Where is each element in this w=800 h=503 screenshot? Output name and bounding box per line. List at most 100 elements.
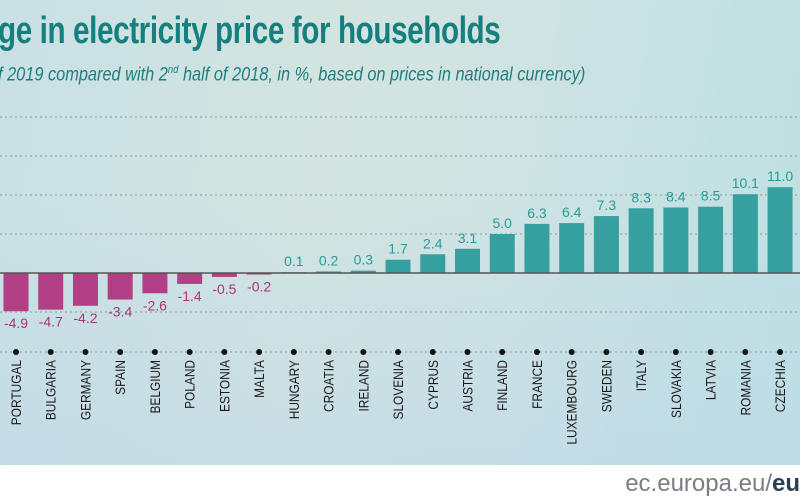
chart-title: ge in electricity price for households xyxy=(0,10,501,52)
category-label: HUNGARY xyxy=(286,360,302,420)
bar xyxy=(38,273,64,310)
category-label: SLOVENIA xyxy=(390,360,406,420)
category-dot xyxy=(742,349,749,355)
data-label: 6.4 xyxy=(562,204,582,220)
bar xyxy=(628,208,654,273)
data-label: 0.2 xyxy=(319,252,339,268)
category-label: ROMANIA xyxy=(737,360,753,416)
category-label: ESTONIA xyxy=(216,360,232,412)
category-dot xyxy=(47,349,54,355)
category-dot xyxy=(499,349,506,355)
category-dot xyxy=(82,349,89,355)
bar xyxy=(489,234,515,273)
category-dot xyxy=(777,349,784,355)
category-dot xyxy=(290,349,297,355)
source-url-text: ec.europa.eu/ xyxy=(625,470,772,497)
data-label: -0.2 xyxy=(247,279,271,295)
category-dot xyxy=(395,349,402,355)
category-label: FRANCE xyxy=(529,360,545,409)
data-label: 8.4 xyxy=(666,188,686,204)
category-label: ITALY xyxy=(633,360,649,392)
bar xyxy=(663,207,689,273)
category-dot xyxy=(533,349,540,355)
data-label: 1.7 xyxy=(388,241,408,257)
category-label: BELGIUM xyxy=(147,360,163,414)
category-label: PORTUGAL xyxy=(8,360,24,425)
category-label: GERMANY xyxy=(78,360,94,420)
bar xyxy=(454,248,480,273)
category-dot xyxy=(256,349,263,355)
bar xyxy=(767,187,793,273)
category-label: LATVIA xyxy=(703,360,719,400)
category-label: MALTA xyxy=(251,360,267,398)
category-label: SWEDEN xyxy=(598,360,614,412)
bar xyxy=(316,271,342,273)
data-label: -2.6 xyxy=(143,297,167,313)
bar xyxy=(420,254,446,273)
bar xyxy=(732,194,758,273)
category-label: CROATIA xyxy=(321,360,337,412)
category-dot xyxy=(151,349,158,355)
data-label: -4.7 xyxy=(39,314,63,330)
category-label: POLAND xyxy=(182,360,198,409)
data-label: -3.4 xyxy=(108,304,132,320)
data-label: -1.4 xyxy=(178,288,202,304)
source-url-bold: eu xyxy=(771,470,800,497)
category-label: SPAIN xyxy=(112,360,128,395)
category-dot xyxy=(638,349,645,355)
data-label: -4.2 xyxy=(73,310,97,326)
category-label: BULGARIA xyxy=(43,360,59,420)
bar xyxy=(559,223,585,273)
bar xyxy=(72,273,98,306)
bar xyxy=(107,273,133,300)
bar xyxy=(177,273,203,284)
category-dot xyxy=(325,349,332,355)
bar xyxy=(385,259,411,273)
data-label: 0.3 xyxy=(354,252,374,268)
source-url[interactable]: ec.europa.eu/eu xyxy=(625,470,800,498)
category-dot xyxy=(707,349,714,355)
category-dot xyxy=(568,349,575,355)
bar xyxy=(593,216,619,273)
category-dot xyxy=(360,349,367,355)
bar-chart: -4.9 PORTUGAL -4.7 BULGARIA -4.2 GERMANY -3.4 S… xyxy=(0,116,800,445)
bar xyxy=(698,206,724,273)
category-label: CZECHIA xyxy=(772,360,788,413)
bar xyxy=(246,273,272,275)
category-label: IRELAND xyxy=(355,360,371,412)
data-label: 7.3 xyxy=(597,197,617,213)
chart-subtitle: f 2019 compared with 2nd half of 2018, i… xyxy=(0,64,585,86)
category-label: LUXEMBOURG xyxy=(564,360,580,445)
data-label: 10.1 xyxy=(732,175,759,191)
category-dot xyxy=(429,349,436,355)
category-dot xyxy=(13,349,19,355)
bar xyxy=(350,270,376,273)
bar xyxy=(3,273,29,312)
category-label: FINLAND xyxy=(494,360,510,411)
data-label: -0.5 xyxy=(212,281,236,297)
data-label: 8.3 xyxy=(631,189,651,205)
category-dot xyxy=(464,349,471,355)
data-label: 2.4 xyxy=(423,235,443,251)
data-label: 11.0 xyxy=(767,168,793,184)
data-label: 8.5 xyxy=(701,188,721,204)
bar xyxy=(211,273,237,277)
category-label: CYPRUS xyxy=(425,360,441,410)
bar xyxy=(524,223,550,273)
category-dot xyxy=(117,349,124,355)
category-label: SLOVAKIA xyxy=(668,360,684,418)
category-dot xyxy=(672,349,679,355)
data-label: 6.3 xyxy=(527,205,547,221)
category-label: AUSTRIA xyxy=(460,360,476,412)
category-dot xyxy=(603,349,610,355)
data-label: 0.1 xyxy=(284,253,304,269)
data-label: 5.0 xyxy=(492,215,512,231)
data-label: 3.1 xyxy=(458,230,478,246)
subtitle-part: half of 2018, in %, based on prices in n… xyxy=(178,64,586,86)
bar xyxy=(142,273,168,294)
subtitle-superscript: nd xyxy=(167,64,179,76)
category-dot xyxy=(221,349,228,355)
subtitle-part: f 2019 compared with 2 xyxy=(0,64,168,86)
category-dot xyxy=(186,349,193,355)
data-label: -4.9 xyxy=(4,315,28,331)
